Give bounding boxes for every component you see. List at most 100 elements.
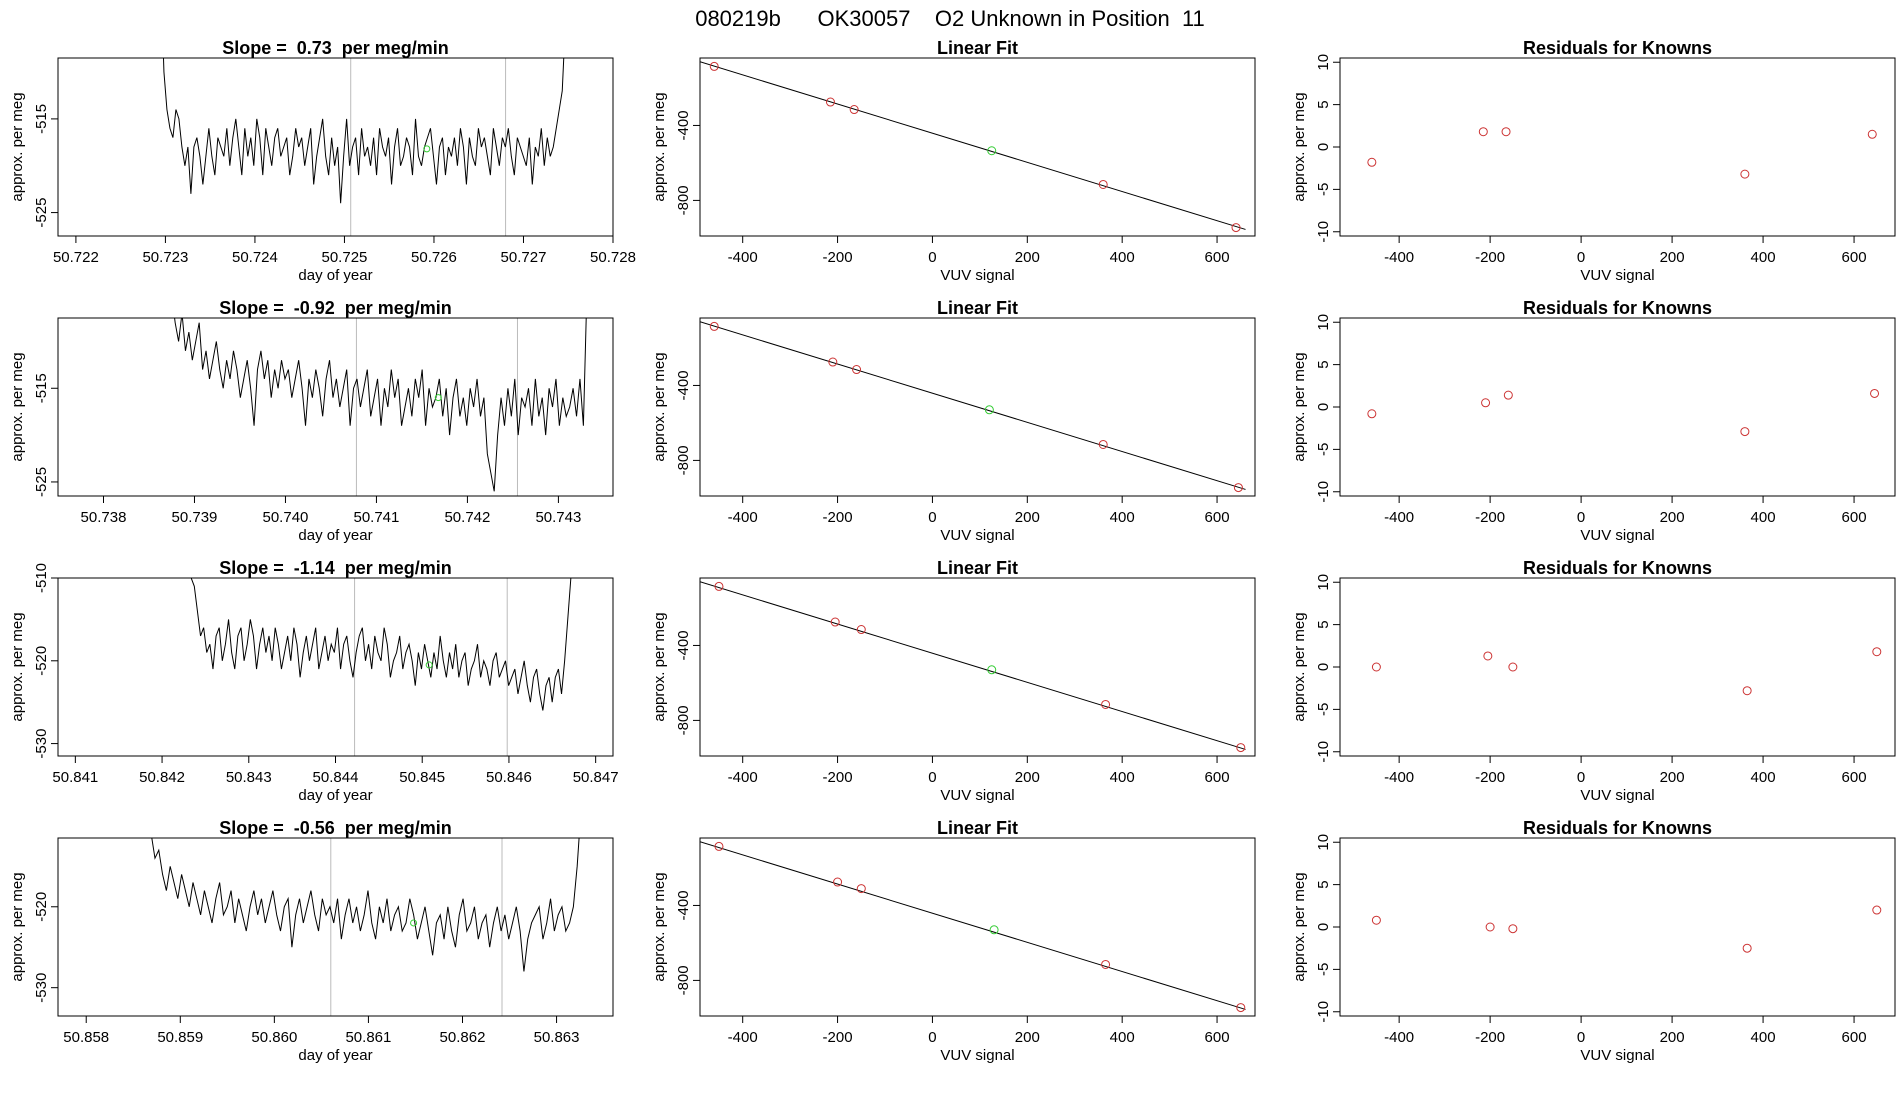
data-point	[852, 365, 862, 375]
x-tick-label: 50.743	[535, 509, 581, 526]
x-tick-label: 50.845	[399, 769, 445, 786]
x-tick-label: 600	[1842, 769, 1867, 786]
chart-panel-7: Slope = -1.14 per meg/min 50.841 50.842 50.…	[9, 558, 619, 804]
x-tick-label: 600	[1205, 1029, 1230, 1046]
chart-title: Linear Fit	[937, 38, 1018, 58]
y-axis-label: approx. per meg	[9, 92, 26, 201]
y-tick-label: -400	[675, 890, 692, 920]
x-axis-label: VUV signal	[940, 787, 1014, 804]
x-tick-label: -400	[728, 249, 758, 266]
x-tick-label: 0	[928, 1029, 936, 1046]
data-point	[1371, 915, 1381, 925]
data-point	[1101, 699, 1111, 709]
chart-panel-1: Slope = 0.73 per meg/min 50.722 50.723 50.7…	[9, 38, 636, 284]
x-tick-label: 600	[1205, 509, 1230, 526]
chart-panel-6: Residuals for Knowns -400 -200 0 200 400 600 VU…	[1291, 298, 1896, 544]
chart-title: Residuals for Knowns	[1523, 818, 1712, 838]
fit-line	[700, 321, 1246, 490]
data-point	[1483, 651, 1493, 661]
data-point	[1740, 427, 1750, 437]
data-point	[1101, 959, 1111, 969]
y-tick-label: -510	[33, 563, 50, 593]
y-tick-label: -520	[33, 892, 50, 922]
data-point	[1508, 662, 1518, 672]
data-point	[1478, 127, 1488, 137]
data-point	[1233, 483, 1243, 493]
x-tick-label: 50.739	[172, 509, 218, 526]
panels: Slope = 0.73 per meg/min 50.722 50.723 50.7…	[9, 38, 1896, 1064]
x-tick-label: 200	[1660, 509, 1685, 526]
x-tick-label: 600	[1205, 769, 1230, 786]
data-series-line	[190, 578, 572, 711]
y-tick-label: 10	[1315, 834, 1332, 851]
plot-frame	[699, 317, 1256, 497]
x-tick-label: 0	[1577, 769, 1585, 786]
x-tick-label: 50.843	[226, 769, 272, 786]
x-tick-label: 200	[1015, 249, 1040, 266]
plot-frame	[1339, 577, 1896, 757]
x-tick-label: 50.859	[157, 1029, 203, 1046]
x-tick-label: -400	[728, 769, 758, 786]
data-point	[709, 61, 719, 71]
x-tick-label: -200	[823, 249, 853, 266]
x-tick-label: 400	[1110, 509, 1135, 526]
data-point	[1481, 398, 1491, 408]
data-point	[1367, 409, 1377, 419]
data-series-line	[162, 58, 565, 204]
plot-area	[151, 838, 580, 1016]
data-point	[1742, 686, 1752, 696]
data-point	[1231, 223, 1241, 233]
y-tick-label: -800	[675, 445, 692, 475]
x-tick-label: 50.841	[52, 769, 98, 786]
x-tick-label: -200	[823, 769, 853, 786]
x-tick-label: 50.844	[313, 769, 359, 786]
x-tick-label: 0	[928, 249, 936, 266]
plot-area	[1367, 388, 1880, 437]
x-tick-label: 50.862	[440, 1029, 486, 1046]
y-tick-label: 5	[1315, 880, 1332, 888]
data-point	[828, 357, 838, 367]
x-tick-label: 50.723	[142, 249, 188, 266]
data-point	[984, 405, 994, 415]
data-point	[989, 925, 999, 935]
y-tick-label: 5	[1315, 620, 1332, 628]
chart-title: Residuals for Knowns	[1523, 298, 1712, 318]
y-tick-label: -10	[1315, 1001, 1332, 1023]
y-tick-label: -400	[675, 630, 692, 660]
y-tick-label: -520	[33, 646, 50, 676]
x-axis-label: day of year	[298, 527, 372, 544]
x-tick-label: 600	[1842, 1029, 1867, 1046]
y-tick-label: -10	[1315, 741, 1332, 763]
y-tick-label: 10	[1315, 54, 1332, 71]
x-tick-label: 400	[1751, 249, 1776, 266]
x-tick-label: 600	[1842, 249, 1867, 266]
x-tick-label: -200	[823, 1029, 853, 1046]
x-tick-label: 50.738	[81, 509, 127, 526]
y-tick-label: 5	[1315, 100, 1332, 108]
x-tick-label: -400	[1384, 249, 1414, 266]
x-tick-label: 0	[1577, 1029, 1585, 1046]
x-tick-label: 50.726	[411, 249, 457, 266]
chart-panel-5: Linear Fit -400 -200 0 200 400 600 VUV signal -4…	[651, 298, 1256, 544]
chart-title: Residuals for Knowns	[1523, 38, 1712, 58]
data-point	[1870, 388, 1880, 398]
x-tick-label: 50.847	[573, 769, 619, 786]
y-tick-label: 0	[1315, 143, 1332, 151]
x-tick-label: -200	[1475, 769, 1505, 786]
x-axis-label: VUV signal	[1580, 1047, 1654, 1064]
x-tick-label: 0	[928, 509, 936, 526]
data-point	[1371, 662, 1381, 672]
chart-title: Slope = -0.92 per meg/min	[219, 298, 452, 318]
plot-area	[700, 581, 1246, 753]
x-tick-label: 50.861	[345, 1029, 391, 1046]
data-point	[714, 841, 724, 851]
x-axis-label: VUV signal	[940, 1047, 1014, 1064]
plot-area	[162, 58, 565, 236]
data-point	[1236, 1003, 1246, 1013]
data-point	[825, 97, 835, 107]
data-point	[1098, 439, 1108, 449]
x-tick-label: 200	[1015, 1029, 1040, 1046]
x-tick-label: -400	[1384, 769, 1414, 786]
x-tick-label: 600	[1842, 509, 1867, 526]
x-axis-label: day of year	[298, 1047, 372, 1064]
